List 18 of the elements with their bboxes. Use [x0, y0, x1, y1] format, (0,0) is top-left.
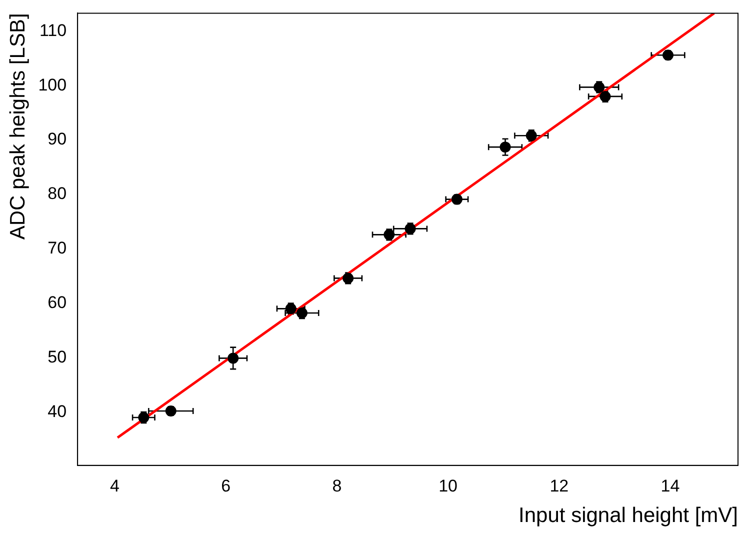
x-axis-title: Input signal height [mV]	[518, 504, 738, 528]
y-tick-label: 90	[48, 130, 67, 149]
x-tick-label: 10	[438, 476, 458, 496]
y-tick-label: 100	[38, 75, 67, 94]
point	[500, 142, 511, 153]
y-tick-label: 70	[48, 238, 67, 258]
x-tick-label: 8	[332, 476, 342, 496]
x-tick-label: 4	[110, 476, 120, 496]
y-tick-label: 110	[39, 20, 67, 40]
x-tick-label: 6	[221, 476, 231, 496]
y-axis-title: ADC peak heights [LSB]	[6, 13, 30, 240]
y-tick-label: 50	[48, 347, 67, 366]
x-tick-label: 12	[550, 476, 569, 496]
y-tick-label: 40	[48, 402, 67, 421]
y-tick-label: 60	[48, 292, 67, 312]
point	[228, 352, 239, 364]
x-tick-label: 14	[660, 476, 680, 496]
y-tick-label: 80	[48, 184, 67, 204]
